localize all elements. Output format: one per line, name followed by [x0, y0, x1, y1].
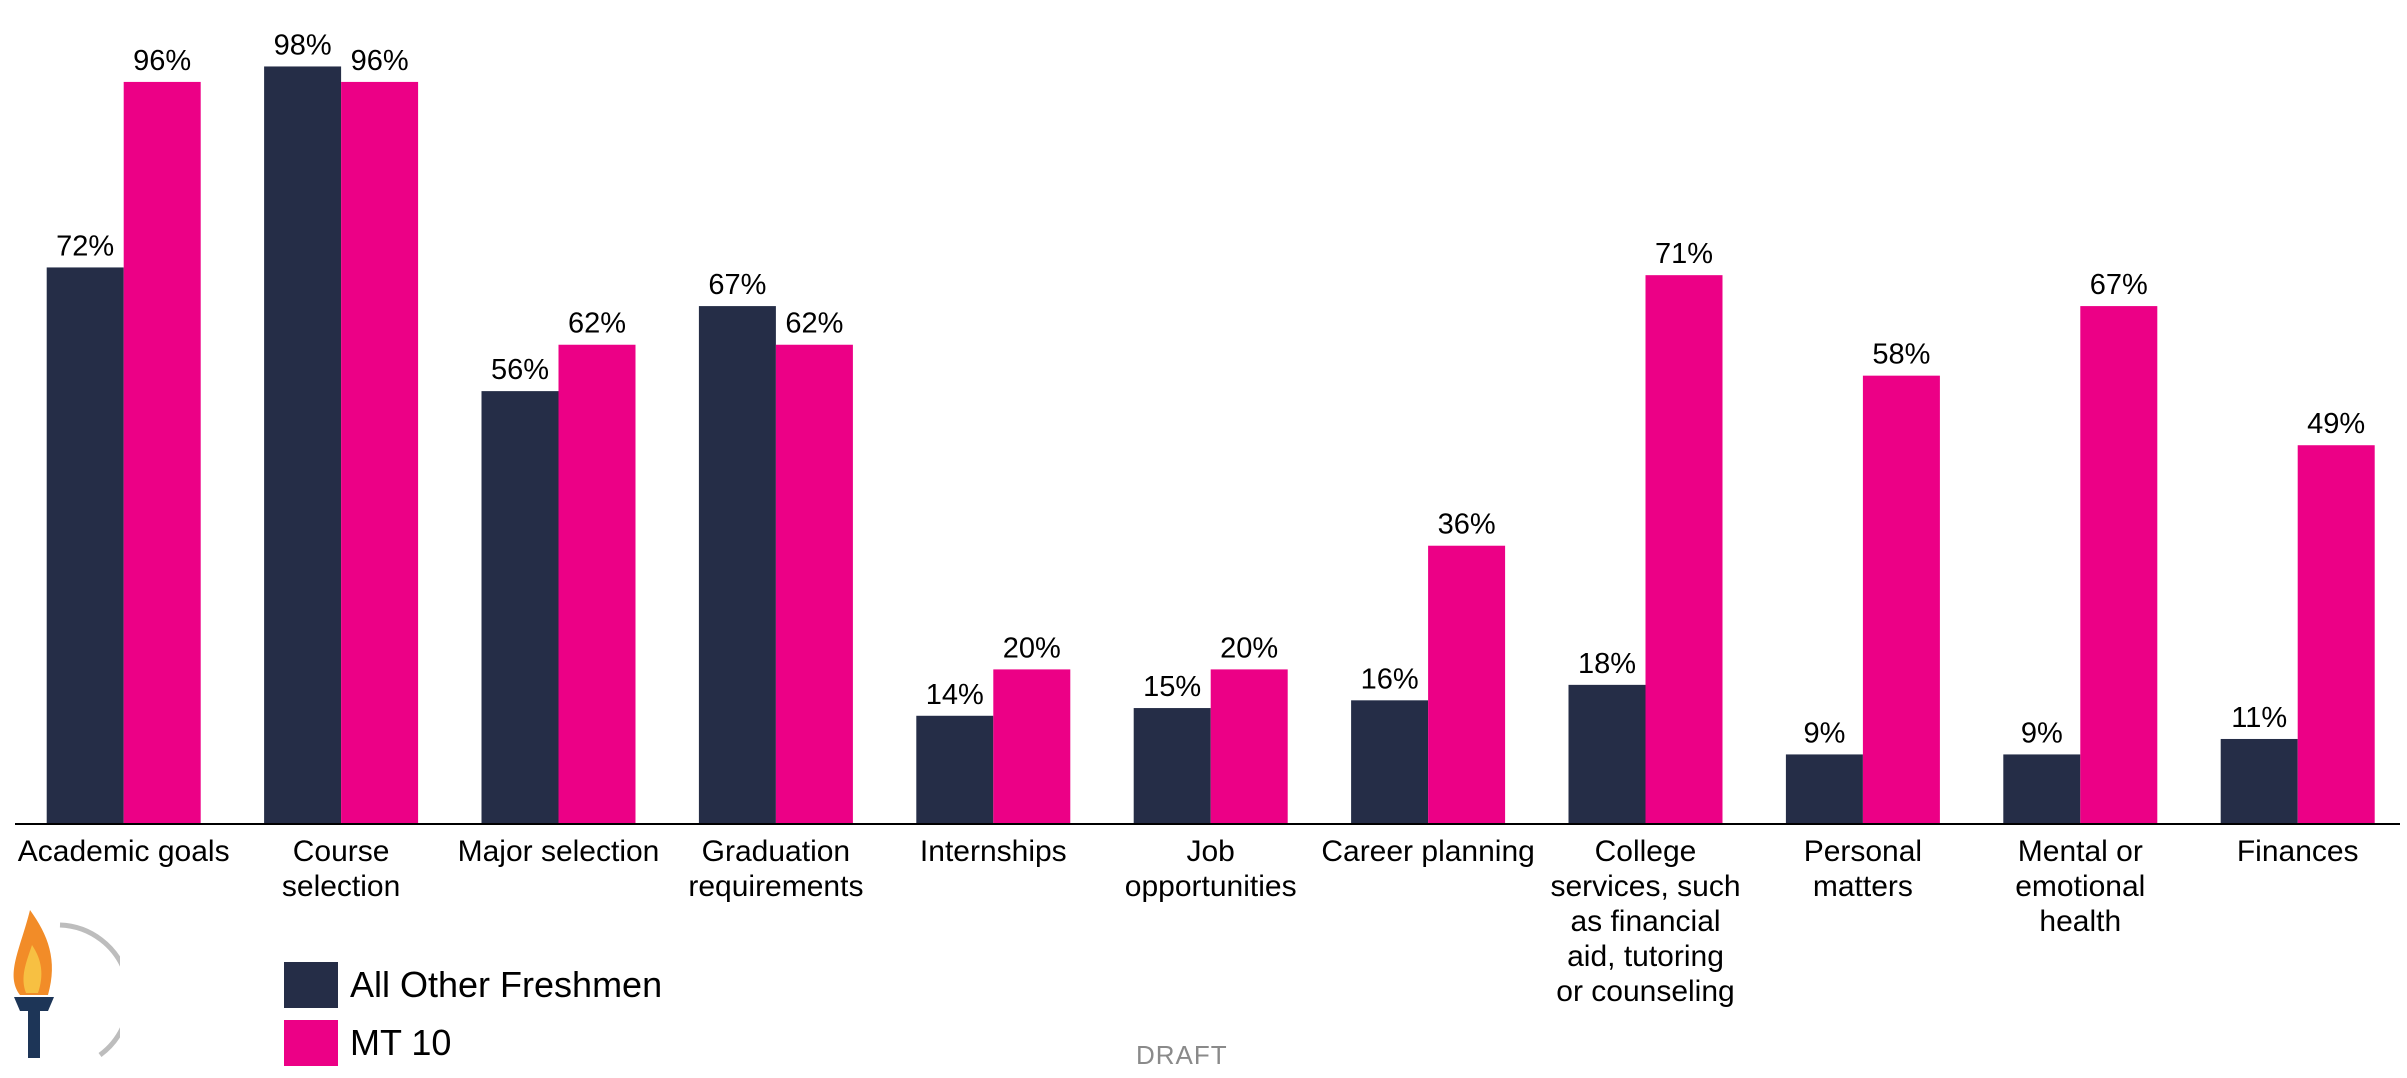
- bar-all-other-freshmen-10: [2220, 738, 2298, 824]
- category-label-6: Career planning: [1321, 835, 1534, 868]
- category-label-4: Internships: [920, 835, 1067, 868]
- value-label-all-other-freshmen-9: 9%: [2021, 717, 2063, 749]
- value-label-mt-10-2: 62%: [568, 308, 626, 340]
- value-labels-group: 72% 96% 98% 96% 56% 62% 67% 62% 14% 20% 15% 20% 16% 3…: [56, 29, 2365, 749]
- value-label-mt-10-3: 62%: [785, 308, 843, 340]
- bar-all-other-freshmen-9: [2003, 754, 2081, 824]
- bar-mt-10-9: [2080, 306, 2158, 825]
- category-label-8: Personal matters: [1804, 835, 1922, 903]
- value-label-mt-10-1: 96%: [351, 45, 409, 77]
- value-label-all-other-freshmen-7: 18%: [1578, 648, 1636, 680]
- bar-all-other-freshmen-3: [698, 306, 776, 825]
- draft-watermark: DRAFT: [1136, 1040, 1228, 1070]
- category-label-9: Mental or emotional health: [2015, 835, 2145, 938]
- bar-mt-10-4: [993, 669, 1071, 824]
- bars-group: [46, 66, 2375, 825]
- value-label-mt-10-7: 71%: [1655, 238, 1713, 270]
- value-label-mt-10-4: 20%: [1003, 632, 1061, 664]
- category-label-10: Finances: [2237, 835, 2359, 868]
- bar-all-other-freshmen-6: [1351, 700, 1429, 824]
- bar-all-other-freshmen-7: [1568, 684, 1646, 824]
- legend-label-mt-10: MT 10: [350, 1022, 452, 1063]
- legend-swatch-all-other-freshmen: [284, 962, 338, 1008]
- legend-label-all-other-freshmen: All Other Freshmen: [350, 964, 663, 1005]
- bar-all-other-freshmen-2: [481, 391, 559, 824]
- category-label-0: Academic goals: [18, 835, 230, 868]
- bar-mt-10-6: [1428, 545, 1506, 824]
- bar-all-other-freshmen-5: [1133, 708, 1211, 824]
- value-label-all-other-freshmen-8: 9%: [1803, 717, 1845, 749]
- bar-mt-10-7: [1645, 275, 1723, 824]
- category-label-2: Major selection: [458, 835, 660, 868]
- value-label-mt-10-6: 36%: [1438, 509, 1496, 541]
- torch-icon: [13, 910, 120, 1058]
- value-label-all-other-freshmen-0: 72%: [56, 230, 114, 262]
- bar-mt-10-5: [1210, 669, 1288, 824]
- bar-mt-10-3: [775, 344, 853, 824]
- legend: All Other Freshmen MT 10: [284, 962, 662, 1078]
- bar-all-other-freshmen-8: [1785, 754, 1863, 824]
- bar-mt-10-8: [1862, 375, 1940, 824]
- value-label-all-other-freshmen-6: 16%: [1361, 663, 1419, 695]
- value-label-mt-10-8: 58%: [1872, 339, 1930, 371]
- value-label-all-other-freshmen-4: 14%: [926, 679, 984, 711]
- bar-all-other-freshmen-0: [46, 267, 124, 824]
- category-label-3: Graduation requirements: [688, 835, 863, 903]
- bar-mt-10-10: [2297, 445, 2375, 824]
- category-label-7: College services, such as financial aid, tu…: [1550, 835, 1740, 1008]
- value-label-all-other-freshmen-3: 67%: [708, 269, 766, 301]
- bar-mt-10-2: [558, 344, 636, 824]
- bar-mt-10-1: [341, 81, 419, 825]
- bar-all-other-freshmen-1: [264, 66, 342, 824]
- legend-item-mt-10: MT 10: [284, 1020, 662, 1066]
- value-label-all-other-freshmen-10: 11%: [2231, 702, 2287, 734]
- category-label-5: Job opportunities: [1125, 835, 1297, 903]
- bar-all-other-freshmen-4: [916, 715, 994, 824]
- value-label-mt-10-9: 67%: [2090, 269, 2148, 301]
- legend-item-all-other-freshmen: All Other Freshmen: [284, 962, 662, 1008]
- value-label-all-other-freshmen-2: 56%: [491, 354, 549, 386]
- category-label-1: Course selection: [282, 835, 400, 903]
- bar-mt-10-0: [123, 81, 201, 825]
- category-labels-group: Academic goals Course selection Major selec…: [18, 835, 2359, 1008]
- value-label-all-other-freshmen-5: 15%: [1143, 671, 1201, 703]
- value-label-all-other-freshmen-1: 98%: [274, 29, 332, 61]
- legend-swatch-mt-10: [284, 1020, 338, 1066]
- value-label-mt-10-0: 96%: [133, 45, 191, 77]
- value-label-mt-10-10: 49%: [2307, 408, 2365, 440]
- value-label-mt-10-5: 20%: [1220, 632, 1278, 664]
